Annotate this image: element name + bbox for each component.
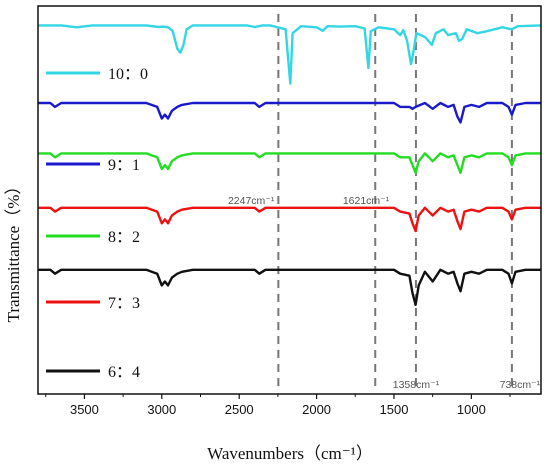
- series-line-0: [38, 24, 542, 85]
- annotation-label: 1621cm⁻¹: [343, 195, 390, 207]
- series-line-2: [38, 152, 541, 174]
- annotation-label: 738cm⁻¹: [500, 379, 541, 391]
- x-axis-title: Wavenumbers（cm⁻¹）: [207, 444, 373, 463]
- legend-label: 7：3: [108, 295, 140, 312]
- y-axis-title: Transmittance（%）: [4, 178, 23, 323]
- series-line-1: [38, 101, 541, 124]
- series-line-3: [38, 206, 541, 233]
- series-layer: [38, 24, 542, 306]
- legend: 10：0 9：1 8：2 7：3 6：4: [46, 66, 148, 381]
- series-line-4: [38, 268, 541, 306]
- annotation-label: 1358cm⁻¹: [393, 379, 440, 391]
- legend-label: 9：1: [108, 157, 140, 174]
- annotation-layer: 2247cm⁻¹ 1621cm⁻¹ 1358cm⁻¹ 738cm⁻¹: [228, 14, 541, 391]
- x-tick-label: 3500: [70, 402, 99, 417]
- x-tick-label: 3000: [147, 402, 176, 417]
- legend-label: 10：0: [108, 66, 148, 83]
- x-tick-label: 1000: [457, 402, 486, 417]
- legend-label: 6：4: [108, 364, 140, 381]
- x-axis: 3500 3000 2500 2000 1500 1000: [45, 394, 511, 417]
- x-tick-label: 2000: [302, 402, 331, 417]
- plot-frame: [37, 5, 542, 395]
- x-tick-label: 1500: [380, 402, 409, 417]
- legend-label: 8：2: [108, 229, 140, 246]
- x-tick-label: 2500: [225, 402, 254, 417]
- annotation-label: 2247cm⁻¹: [228, 195, 275, 207]
